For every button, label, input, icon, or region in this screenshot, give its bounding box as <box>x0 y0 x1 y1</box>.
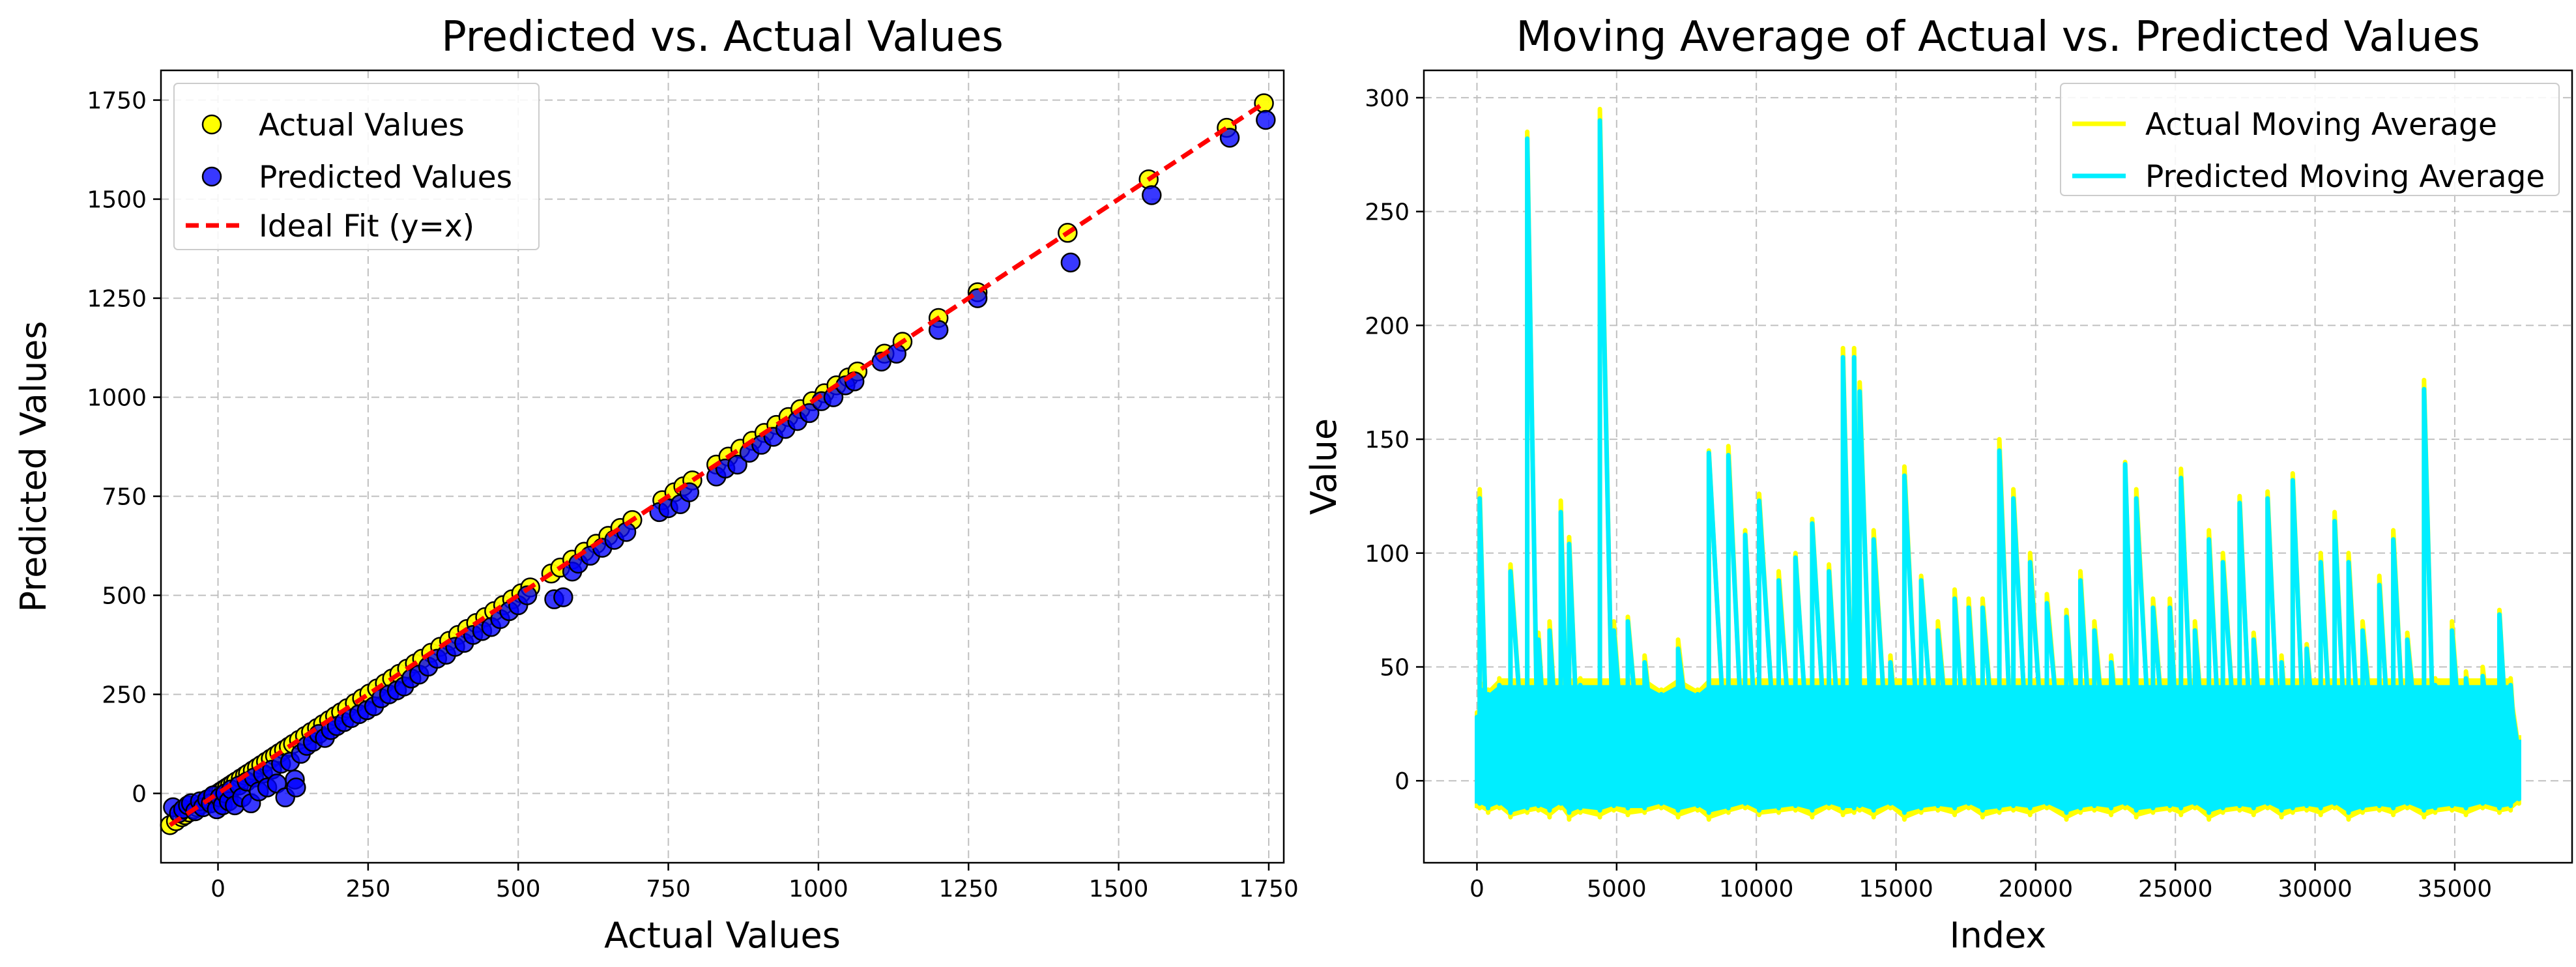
y-tick-label: 300 <box>1365 85 1410 112</box>
x-tick-label: 5000 <box>1587 876 1647 902</box>
y-tick-label: 250 <box>102 682 147 709</box>
moving-average-plot-frame <box>1423 69 2573 864</box>
legend-marker-actual-values <box>201 114 222 135</box>
y-tick-label: 250 <box>1365 199 1410 226</box>
ideal-fit-line-group <box>168 101 1266 828</box>
x-tick-label: 750 <box>646 876 691 902</box>
moving-average-legend: Actual Moving Average Predicted Moving A… <box>2060 83 2560 196</box>
scatter-y-axis-label: Predicted Values <box>13 321 54 612</box>
scatter-ticks: 0 250 500 750 1000 1250 1500 1750 0 250 500 750 1000… <box>87 88 1298 902</box>
x-tick-label: 500 <box>496 876 541 902</box>
y-tick-label: 100 <box>1365 541 1410 568</box>
predicted-value-point <box>727 454 747 475</box>
predicted-value-point <box>286 777 306 798</box>
x-tick-label: 35000 <box>2418 876 2493 902</box>
y-tick-label: 0 <box>132 781 147 808</box>
x-tick-label: 0 <box>210 876 225 902</box>
x-tick-label: 30000 <box>2278 876 2352 902</box>
scatter-x-axis-label: Actual Values <box>604 915 841 956</box>
scatter-chart-title: Predicted vs. Actual Values <box>441 13 1004 61</box>
legend-label-predicted-values: Predicted Values <box>259 160 512 195</box>
legend-label-actual-values: Actual Values <box>259 108 465 143</box>
y-tick-label: 50 <box>1380 654 1410 681</box>
scatter-gridlines <box>161 70 1284 863</box>
predicted-value-point <box>553 587 573 607</box>
predicted-value-point <box>1219 128 1240 148</box>
x-tick-label: 15000 <box>1859 876 1933 902</box>
predicted-value-point <box>1060 252 1081 273</box>
predicted-value-point <box>1256 109 1276 130</box>
x-tick-label: 1750 <box>1239 876 1299 902</box>
predicted-moving-average-line <box>1475 118 2521 815</box>
x-tick-label: 10000 <box>1719 876 1794 902</box>
y-tick-label: 1000 <box>87 385 147 412</box>
moving-average-legend-box <box>2060 83 2560 196</box>
x-tick-label: 20000 <box>1999 876 2074 902</box>
predicted-value-point <box>1142 185 1162 205</box>
y-tick-label: 750 <box>102 484 147 511</box>
y-tick-label: 1750 <box>87 88 147 115</box>
legend-marker-predicted-values <box>201 166 222 187</box>
moving-average-ticks: 0 5000 10000 15000 20000 25000 30000 35000 0 50 10… <box>1365 85 2492 902</box>
y-tick-label: 1500 <box>87 187 147 214</box>
predicted-value-point <box>928 319 949 340</box>
x-tick-label: 25000 <box>2138 876 2213 902</box>
scatter-legend: Actual Values Predicted Values Ideal Fit… <box>173 83 540 250</box>
moving-average-chart: 0 5000 10000 15000 20000 25000 30000 35000 0 50 10… <box>1303 13 2573 956</box>
x-tick-label: 1500 <box>1089 876 1149 902</box>
moving-average-series <box>1475 106 2521 822</box>
scatter-chart: 0 250 500 750 1000 1250 1500 1750 0 250 500 750 1000… <box>13 13 1299 956</box>
moving-average-chart-title: Moving Average of Actual vs. Predicted V… <box>1516 13 2480 61</box>
predicted-value-point <box>517 585 538 605</box>
y-tick-label: 0 <box>1395 768 1410 795</box>
scatter-plot-frame <box>160 69 1285 864</box>
legend-label-actual-moving-average: Actual Moving Average <box>2145 107 2497 143</box>
legend-label-predicted-moving-average: Predicted Moving Average <box>2145 159 2545 195</box>
predicted-values-points <box>163 109 1276 824</box>
ideal-fit-line <box>168 101 1266 828</box>
scatter-legend-box <box>173 83 540 250</box>
y-tick-label: 200 <box>1365 313 1410 339</box>
legend-label-ideal-fit: Ideal Fit (y=x) <box>259 209 474 244</box>
moving-average-x-axis-label: Index <box>1950 915 2047 956</box>
x-tick-label: 1000 <box>789 876 848 902</box>
moving-average-y-axis-label: Value <box>1303 418 1344 515</box>
y-tick-label: 1250 <box>87 286 147 313</box>
y-tick-label: 150 <box>1365 427 1410 454</box>
x-tick-label: 0 <box>1469 876 1484 902</box>
y-tick-label: 500 <box>102 583 147 610</box>
x-tick-label: 1250 <box>938 876 998 902</box>
x-tick-label: 250 <box>346 876 391 902</box>
